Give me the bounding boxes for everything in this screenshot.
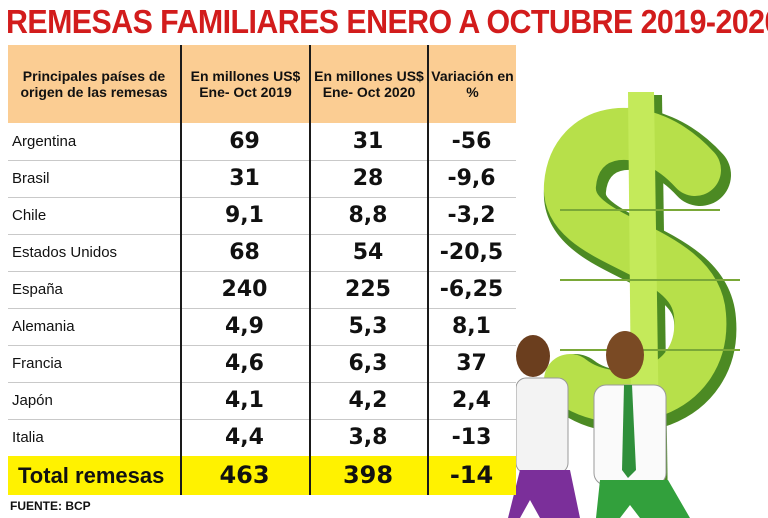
value-2020-cell: 31: [352, 129, 384, 154]
variation-cell: -3,2: [447, 203, 496, 228]
column-divider: [309, 45, 311, 495]
value-2020-cell: 28: [352, 166, 384, 191]
value-2020-cell: 225: [345, 277, 391, 302]
country-cell: Alemania: [12, 318, 75, 335]
source-note: FUENTE: BCP: [10, 499, 91, 513]
table-row: Italia 4,4 3,8 -13: [8, 419, 516, 457]
variation-cell: -20,5: [439, 240, 504, 265]
total-row: Total remesas 463 398 -14: [8, 456, 516, 495]
total-2019-cell: 463: [219, 461, 270, 489]
value-2019-cell: 4,4: [225, 425, 264, 450]
column-header-2020: En millones US$ Ene- Oct 2020: [311, 45, 427, 123]
value-2020-cell: 3,8: [348, 425, 388, 450]
value-2019-cell: 9,1: [225, 203, 264, 228]
value-2019-cell: 240: [221, 277, 268, 302]
variation-cell: -13: [451, 425, 492, 450]
chart-title: REMESAS FAMILIARES ENERO A OCTUBRE 2019-…: [6, 3, 768, 40]
value-2020-cell: 8,8: [348, 203, 388, 228]
person-icon: [593, 331, 690, 518]
table-row: Chile 9,1 8,8 -3,2: [8, 197, 516, 235]
value-2019-cell: 4,6: [225, 351, 264, 376]
variation-cell: 8,1: [452, 314, 491, 339]
value-2020-cell: 4,2: [348, 388, 388, 413]
table-row: Argentina 69 31 -56: [8, 123, 516, 161]
value-2019-cell: 4,1: [225, 388, 264, 413]
column-divider: [427, 45, 429, 495]
country-cell: Japón: [12, 392, 53, 409]
country-cell: Brasil: [12, 170, 50, 187]
country-cell: Chile: [12, 207, 47, 224]
table-row: Brasil 31 28 -9,6: [8, 160, 516, 198]
table-row: Japón 4,1 4,2 2,4: [8, 382, 516, 420]
column-header-country: Principales países de origen de las reme…: [8, 45, 180, 123]
total-2020-cell: 398: [342, 461, 394, 489]
value-2019-cell: 4,9: [225, 314, 264, 339]
variation-cell: 2,4: [452, 388, 491, 413]
variation-cell: -9,6: [447, 166, 496, 191]
value-2020-cell: 5,3: [348, 314, 388, 339]
table-row: Estados Unidos 68 54 -20,5: [8, 234, 516, 272]
country-cell: Francia: [12, 355, 63, 372]
value-2019-cell: 31: [229, 166, 260, 191]
remittances-table: Principales países de origen de las reme…: [8, 45, 516, 495]
variation-cell: 37: [456, 351, 487, 376]
country-cell: Estados Unidos: [12, 244, 118, 261]
table-row: Francia 4,6 6,3 37: [8, 345, 516, 383]
value-2019-cell: 69: [229, 129, 260, 154]
column-divider: [180, 45, 182, 495]
value-2019-cell: 68: [229, 240, 260, 265]
value-2020-cell: 6,3: [348, 351, 388, 376]
column-header-variation: Variación en %: [429, 45, 516, 123]
country-cell: Argentina: [12, 133, 77, 150]
country-cell: España: [12, 281, 63, 298]
table-row: España 240 225 -6,25: [8, 271, 516, 309]
variation-cell: -6,25: [439, 277, 504, 302]
total-variation-cell: -14: [449, 461, 494, 489]
table-row: Alemania 4,9 5,3 8,1: [8, 308, 516, 346]
country-cell: Italia: [12, 429, 44, 446]
column-header-2019: En millones US$ Ene- Oct 2019: [182, 45, 309, 123]
total-label: Total remesas: [18, 463, 165, 488]
variation-cell: -56: [451, 129, 492, 154]
value-2020-cell: 54: [352, 240, 384, 265]
person-icon: [508, 335, 580, 518]
